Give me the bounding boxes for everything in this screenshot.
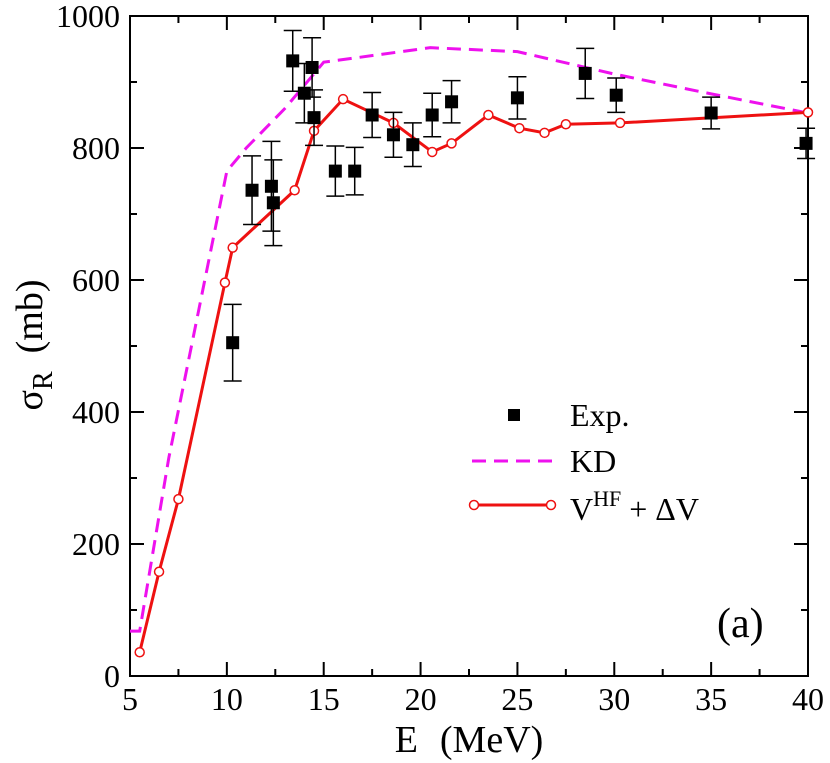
vhf-point: [289, 184, 300, 196]
y-tick-labels: 0 200 400 600 800 1000: [56, 0, 120, 694]
exp-point: [704, 106, 718, 120]
exp-point: [328, 164, 342, 178]
exp-point: [305, 60, 319, 74]
x-axis-label: E (MeV): [395, 719, 544, 761]
y-tick-label: 200: [72, 526, 120, 562]
x-tick-label: 10: [211, 681, 243, 717]
legend-circle-vhf-left: [468, 499, 480, 511]
vhf-point: [483, 109, 494, 121]
x-tick-label: 15: [308, 681, 340, 717]
legend-label-vhf: VHF + ΔV: [570, 486, 699, 527]
x-tick-label: 25: [501, 681, 533, 717]
vhf-line: [138, 97, 809, 653]
vhf-point: [134, 646, 145, 658]
x-tick-label: 20: [405, 681, 437, 717]
vhf-point: [337, 93, 349, 105]
legend-label-exp: Exp.: [570, 397, 630, 433]
legend-label-vhf-base: V: [570, 491, 593, 527]
vhf-point: [227, 242, 238, 253]
exp-point: [799, 136, 813, 150]
exp-point: [348, 164, 362, 178]
exp-point: [266, 196, 280, 210]
exp-point: [365, 108, 379, 122]
vhf-point: [446, 138, 457, 149]
y-tick-label: 0: [104, 658, 120, 694]
x-axis-label-main: E: [395, 719, 418, 761]
y-axis-label-subscript: R: [28, 371, 59, 390]
exp-point: [425, 108, 439, 122]
legend: Exp. KD VHF + ΔV: [468, 397, 699, 527]
axis-ticks: [129, 15, 809, 677]
legend-label-kd: KD: [570, 443, 616, 479]
y-axis-label-unit: (mb): [9, 279, 51, 353]
vhf-point: [173, 493, 184, 505]
x-tick-label: 35: [695, 681, 727, 717]
kd-line: [130, 46, 809, 633]
panel-label: (a): [717, 601, 764, 647]
exp-point: [445, 95, 459, 109]
vhf-point: [614, 117, 626, 129]
x-tick-label: 40: [792, 681, 824, 717]
x-tick-label: 30: [598, 681, 630, 717]
series-layer: [130, 29, 816, 658]
vhf-point: [219, 277, 231, 288]
y-axis-label-symbol: σ: [9, 390, 51, 410]
legend-label-vhf-rest: + ΔV: [621, 491, 699, 527]
legend-circle-vhf-right: [545, 499, 557, 511]
exp-point: [609, 88, 623, 102]
exp-point: [386, 128, 400, 142]
exp-point: [578, 66, 592, 80]
legend-marker-exp: [508, 409, 520, 421]
y-tick-label: 400: [72, 394, 120, 430]
vhf-point: [802, 107, 814, 118]
vhf-point: [560, 118, 572, 130]
exp-point: [264, 179, 278, 193]
x-axis-label-unit: (MeV): [440, 719, 543, 761]
x-tick-label: 5: [122, 681, 138, 717]
y-tick-label: 600: [72, 262, 120, 298]
y-axis-label: σR (mb): [9, 279, 59, 410]
x-tick-labels: 5 10 15 20 25 30 35 40: [122, 681, 824, 717]
exp-point: [245, 183, 259, 197]
exp-point: [510, 91, 524, 105]
exp-point: [406, 138, 420, 152]
vhf-point: [514, 122, 525, 134]
vhf-point: [426, 146, 438, 158]
y-tick-label: 800: [72, 130, 120, 166]
exp-point: [286, 54, 300, 68]
y-tick-label: 1000: [56, 0, 120, 34]
exp-point: [226, 336, 240, 350]
exp-point: [307, 111, 321, 125]
vhf-point: [539, 127, 550, 139]
legend-label-vhf-sup: HF: [593, 486, 621, 511]
vhf-point: [153, 566, 165, 577]
